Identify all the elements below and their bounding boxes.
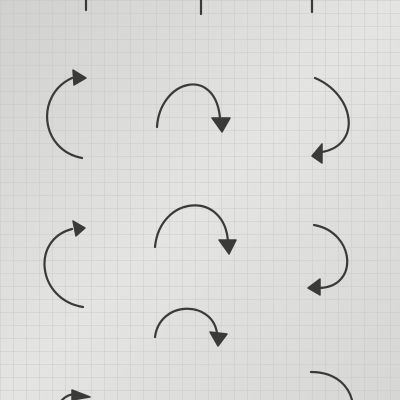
arrow-curve: [46, 76, 84, 160]
arrow-head: [72, 69, 87, 86]
arrow-head: [311, 143, 323, 164]
arrow-head: [71, 389, 91, 400]
arrow-curve: [309, 370, 354, 400]
arrow: [309, 370, 354, 400]
arrow: [155, 83, 231, 133]
arrow-curve: [313, 76, 350, 154]
arrow: [153, 307, 228, 347]
arrow-head: [211, 117, 231, 133]
arrow: [46, 69, 87, 160]
arrow-head: [72, 220, 86, 237]
arrow-curve: [153, 307, 219, 339]
arrow: [311, 76, 350, 164]
arrow-curve: [43, 227, 85, 309]
arrow-head: [307, 278, 321, 296]
arrow: [153, 204, 237, 255]
arrow-curve: [312, 223, 349, 290]
arrow-curve: [153, 204, 230, 249]
arrow-curve: [155, 83, 222, 129]
arrow: [307, 223, 349, 296]
arrow: [43, 220, 86, 309]
arrow-head: [209, 331, 228, 347]
top-marks: [84, 0, 314, 16]
arrow: [60, 389, 91, 400]
arrow-head: [218, 239, 237, 255]
